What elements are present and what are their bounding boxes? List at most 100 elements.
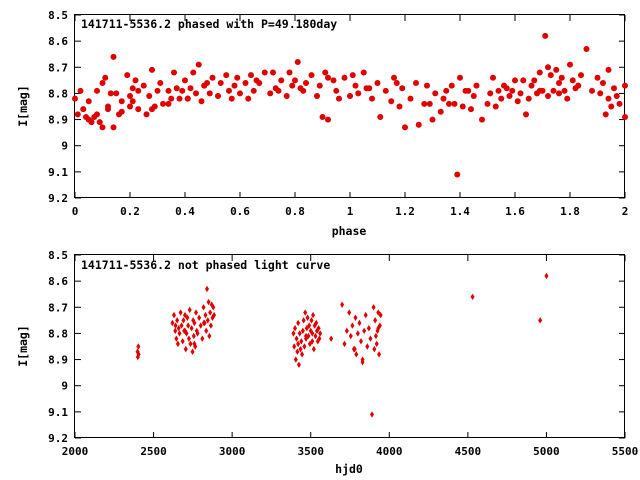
unphased-data-point	[355, 330, 360, 337]
phased-data-point	[470, 93, 477, 100]
phased-data-point	[143, 111, 150, 118]
phased-x-tick-label: 0.2	[120, 205, 140, 218]
unphased-x-tick-label: 5000	[533, 445, 560, 458]
phased-data-point	[611, 85, 617, 92]
phased-data-point	[415, 121, 422, 128]
unphased-y-tick-label: 8.8	[48, 327, 68, 340]
phased-data-point	[193, 90, 199, 97]
phased-data-point	[495, 87, 502, 94]
unphased-data-point	[311, 311, 316, 319]
unphased-data-point	[372, 345, 377, 353]
phased-data-point	[622, 113, 628, 120]
phased-data-point	[443, 87, 450, 94]
phased-data-point	[135, 106, 142, 113]
unphased-data-point	[170, 319, 175, 327]
unphased-data-point	[192, 319, 197, 327]
phased-data-point	[294, 59, 301, 66]
unphased-data-point	[188, 340, 193, 348]
unphased-data-point	[189, 325, 194, 332]
unphased-data-point	[175, 317, 180, 324]
phased-data-point	[85, 98, 92, 105]
phased-data-points	[72, 32, 628, 178]
unphased-data-point	[181, 317, 186, 324]
unphased-data-point	[197, 314, 202, 321]
unphased-data-point	[304, 332, 308, 340]
unphased-data-point	[347, 309, 352, 316]
phased-data-point	[96, 119, 103, 126]
phased-data-point	[165, 87, 172, 94]
unphased-data-point	[368, 335, 373, 342]
phased-data-point	[531, 77, 538, 84]
unphased-data-point	[350, 322, 355, 329]
unphased-data-point	[292, 343, 297, 350]
phased-data-point	[124, 72, 131, 79]
phased-data-point	[437, 108, 444, 115]
phased-data-point	[228, 95, 235, 102]
phased-data-point	[85, 116, 92, 123]
phased-x-tick-label: 1.6	[505, 205, 525, 218]
unphased-x-tick-label: 4500	[455, 445, 482, 458]
phased-data-point	[250, 87, 257, 94]
phased-data-point	[517, 90, 524, 97]
unphased-data-point	[357, 319, 362, 327]
phased-x-tick-label: 0.4	[175, 205, 195, 218]
phased-data-point	[490, 74, 496, 81]
unphased-data-point	[307, 322, 312, 329]
phased-data-point	[545, 64, 551, 71]
phased-data-point	[454, 171, 461, 178]
unphased-x-tick-label: 2000	[62, 445, 89, 458]
phased-data-point	[195, 61, 202, 68]
unphased-data-point	[353, 314, 358, 321]
phased-data-point	[94, 87, 100, 94]
unphased-data-point	[185, 314, 190, 321]
phased-x-tick-label: 2	[622, 205, 629, 218]
phased-data-point	[140, 82, 147, 89]
unphased-data-point	[303, 309, 308, 316]
phased-data-point	[217, 79, 224, 86]
phased-data-point	[426, 100, 433, 107]
phased-data-point	[176, 95, 183, 102]
phased-data-point	[459, 103, 466, 110]
phased-data-point	[297, 85, 304, 92]
phased-data-point	[377, 113, 384, 120]
unphased-x-tick-label: 2500	[140, 445, 167, 458]
phased-data-point	[608, 103, 615, 110]
phased-data-point	[421, 100, 428, 107]
phased-y-axis-label: I[mag]	[16, 85, 30, 127]
phased-data-point	[536, 69, 543, 76]
unphased-data-point	[174, 335, 179, 342]
phased-data-point	[396, 103, 403, 110]
phased-y-tick-label: 9.1	[48, 166, 68, 179]
unphased-data-point	[362, 327, 367, 335]
phased-chart-title: 141711-5536.2 phased with P=49.180day	[81, 17, 337, 31]
unphased-data-point	[176, 325, 181, 332]
phased-data-point	[523, 111, 529, 118]
phased-data-point	[74, 111, 81, 118]
phased-data-point	[355, 90, 362, 97]
unphased-data-point	[317, 335, 322, 342]
phased-data-point	[286, 69, 293, 76]
phased-y-tick-label: 8.6	[48, 35, 68, 48]
phased-data-point	[542, 32, 549, 39]
phased-data-point	[561, 87, 568, 94]
phased-data-point	[553, 66, 560, 73]
phased-data-point	[448, 82, 455, 89]
phased-data-point	[575, 82, 582, 89]
phased-data-point	[451, 100, 458, 107]
phased-data-point	[605, 95, 612, 102]
phased-data-point	[374, 79, 381, 86]
phased-data-point	[391, 74, 397, 81]
phased-data-point	[171, 69, 177, 76]
unphased-data-point	[314, 319, 319, 327]
unphased-data-point	[371, 304, 376, 311]
unphased-data-point	[293, 325, 297, 332]
unphased-data-point	[294, 335, 299, 342]
unphased-data-point	[297, 330, 302, 337]
unphased-x-axis-label: hjd0	[335, 462, 363, 476]
unphased-data-point	[201, 319, 206, 327]
phased-data-point	[253, 77, 260, 84]
unphased-data-point	[352, 345, 357, 353]
unphased-x-tick-label: 4000	[376, 445, 403, 458]
phased-data-point	[132, 77, 139, 84]
